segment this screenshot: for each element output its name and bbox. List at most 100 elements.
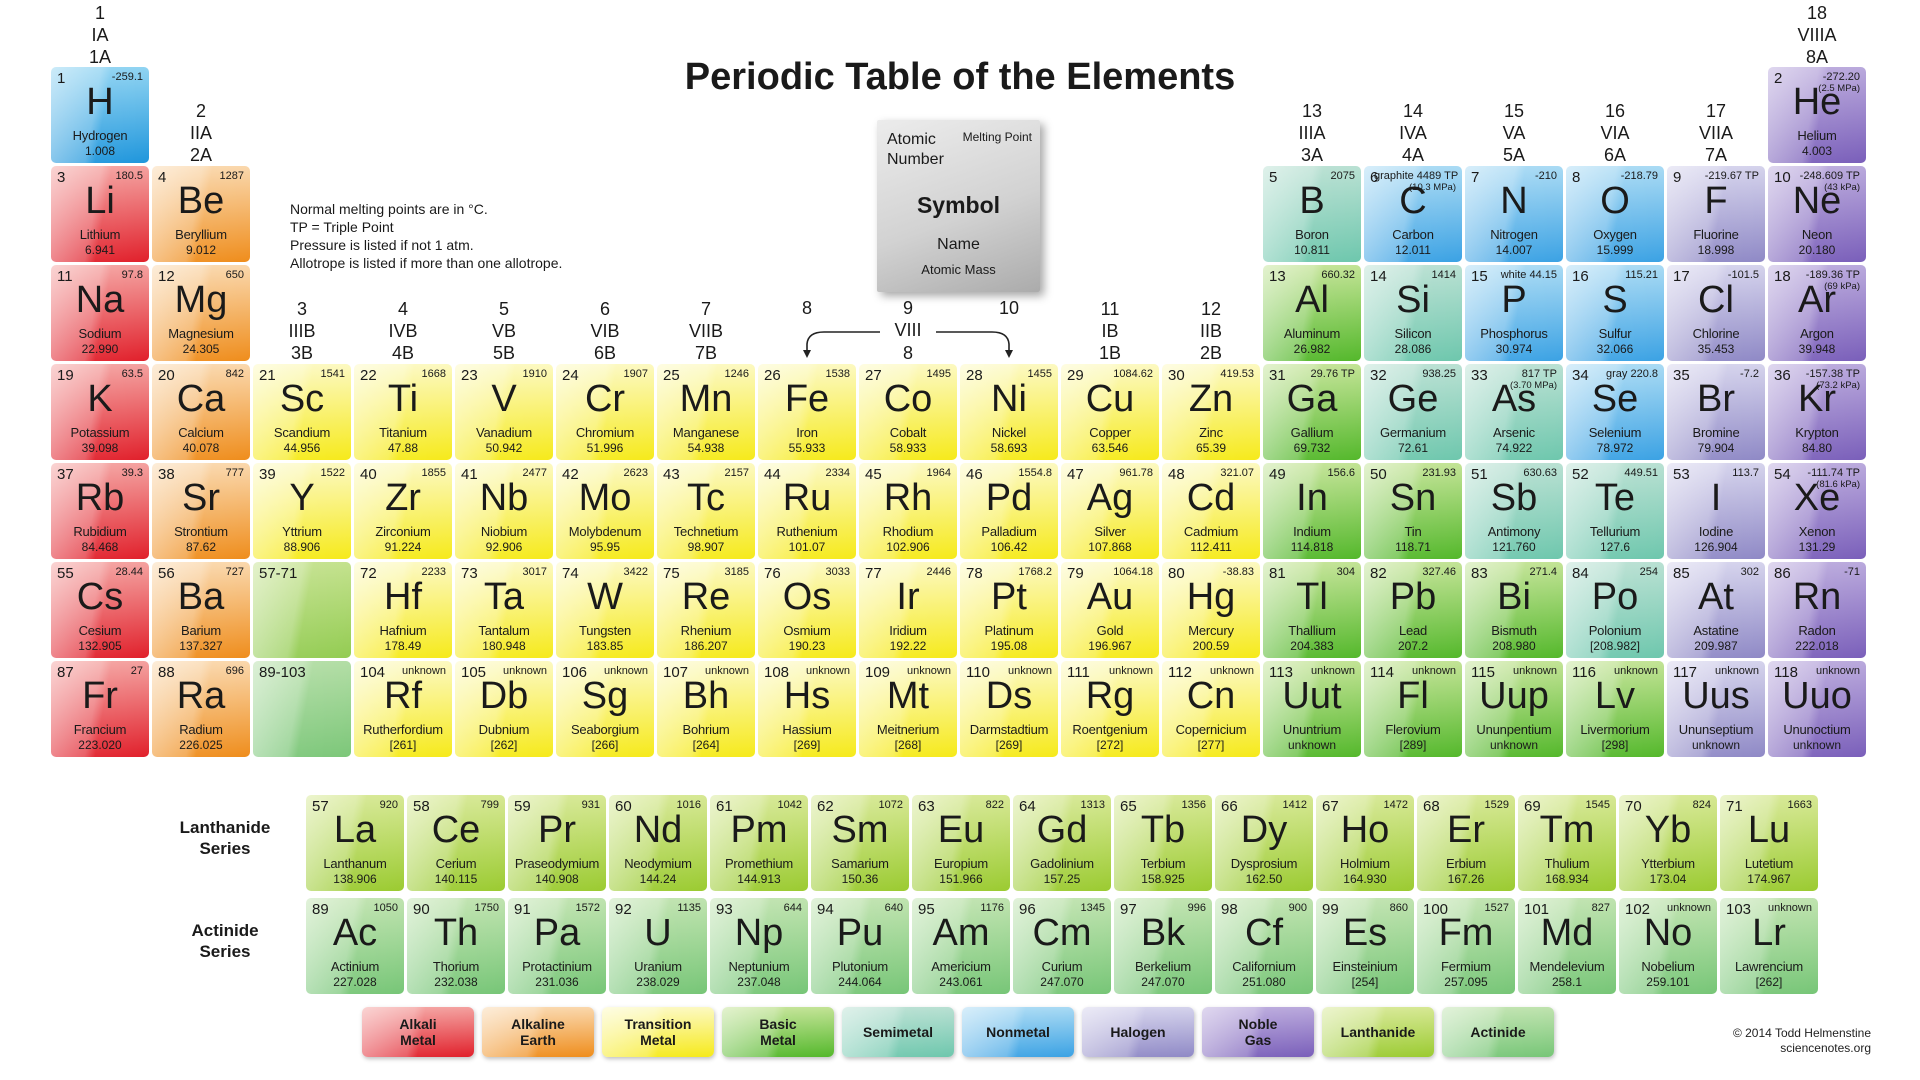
tile-rn[interactable]: 86 -71 Rn Radon 222.018 <box>1768 562 1866 658</box>
tile-au[interactable]: 79 1064.18 Au Gold 196.967 <box>1061 562 1159 658</box>
tile-ag[interactable]: 47 961.78 Ag Silver 107.868 <box>1061 463 1159 559</box>
tile-mo[interactable]: 42 2623 Mo Molybdenum 95.95 <box>556 463 654 559</box>
tile-tc[interactable]: 43 2157 Tc Technetium 98.907 <box>657 463 755 559</box>
tile-ti[interactable]: 22 1668 Ti Titanium 47.88 <box>354 364 452 460</box>
tile-hf[interactable]: 72 2233 Hf Hafnium 178.49 <box>354 562 452 658</box>
tile-uut[interactable]: 113 unknown Uut Ununtrium unknown <box>1263 661 1361 757</box>
tile-gd[interactable]: 64 1313 Gd Gadolinium 157.25 <box>1013 795 1111 891</box>
tile-uuo[interactable]: 118 unknown Uuo Ununoctium unknown <box>1768 661 1866 757</box>
tile-la[interactable]: 57 920 La Lanthanum 138.906 <box>306 795 404 891</box>
tile-f[interactable]: 9 -219.67 TP F Fluorine 18.998 <box>1667 166 1765 262</box>
tile-i[interactable]: 53 113.7 I Iodine 126.904 <box>1667 463 1765 559</box>
tile-pu[interactable]: 94 640 Pu Plutonium 244.064 <box>811 898 909 994</box>
tile-mn[interactable]: 25 1246 Mn Manganese 54.938 <box>657 364 755 460</box>
tile-ru[interactable]: 44 2334 Ru Ruthenium 101.07 <box>758 463 856 559</box>
tile-mg[interactable]: 12 650 Mg Magnesium 24.305 <box>152 265 250 361</box>
tile-at[interactable]: 85 302 At Astatine 209.987 <box>1667 562 1765 658</box>
tile-as[interactable]: 33 817 TP (3.70 MPa) As Arsenic 74.922 <box>1465 364 1563 460</box>
tile-os[interactable]: 76 3033 Os Osmium 190.23 <box>758 562 856 658</box>
tile-y[interactable]: 39 1522 Y Yttrium 88.906 <box>253 463 351 559</box>
tile-hg[interactable]: 80 -38.83 Hg Mercury 200.59 <box>1162 562 1260 658</box>
tile-sr[interactable]: 38 777 Sr Strontium 87.62 <box>152 463 250 559</box>
tile-range-57-71[interactable]: 57-71 <box>253 562 351 658</box>
tile-ho[interactable]: 67 1472 Ho Holmium 164.930 <box>1316 795 1414 891</box>
tile-ge[interactable]: 32 938.25 Ge Germanium 72.61 <box>1364 364 1462 460</box>
tile-p[interactable]: 15 white 44.15 P Phosphorus 30.974 <box>1465 265 1563 361</box>
tile-cn[interactable]: 112 unknown Cn Copernicium [277] <box>1162 661 1260 757</box>
tile-ce[interactable]: 58 799 Ce Cerium 140.115 <box>407 795 505 891</box>
tile-b[interactable]: 5 2075 B Boron 10.811 <box>1263 166 1361 262</box>
tile-te[interactable]: 52 449.51 Te Tellurium 127.6 <box>1566 463 1664 559</box>
tile-zr[interactable]: 40 1855 Zr Zirconium 91.224 <box>354 463 452 559</box>
tile-in[interactable]: 49 156.6 In Indium 114.818 <box>1263 463 1361 559</box>
tile-tl[interactable]: 81 304 Tl Thallium 204.383 <box>1263 562 1361 658</box>
tile-bk[interactable]: 97 996 Bk Berkelium 247.070 <box>1114 898 1212 994</box>
tile-cu[interactable]: 29 1084.62 Cu Copper 63.546 <box>1061 364 1159 460</box>
tile-pd[interactable]: 46 1554.8 Pd Palladium 106.42 <box>960 463 1058 559</box>
tile-eu[interactable]: 63 822 Eu Europium 151.966 <box>912 795 1010 891</box>
tile-cl[interactable]: 17 -101.5 Cl Chlorine 35.453 <box>1667 265 1765 361</box>
tile-np[interactable]: 93 644 Np Neptunium 237.048 <box>710 898 808 994</box>
tile-lu[interactable]: 71 1663 Lu Lutetium 174.967 <box>1720 795 1818 891</box>
tile-bi[interactable]: 83 271.4 Bi Bismuth 208.980 <box>1465 562 1563 658</box>
tile-br[interactable]: 35 -7.2 Br Bromine 79.904 <box>1667 364 1765 460</box>
tile-w[interactable]: 74 3422 W Tungsten 183.85 <box>556 562 654 658</box>
tile-li[interactable]: 3 180.5 Li Lithium 6.941 <box>51 166 149 262</box>
tile-cr[interactable]: 24 1907 Cr Chromium 51.996 <box>556 364 654 460</box>
tile-rf[interactable]: 104 unknown Rf Rutherfordium [261] <box>354 661 452 757</box>
tile-rb[interactable]: 37 39.3 Rb Rubidium 84.468 <box>51 463 149 559</box>
tile-pr[interactable]: 59 931 Pr Praseodymium 140.908 <box>508 795 606 891</box>
tile-v[interactable]: 23 1910 V Vanadium 50.942 <box>455 364 553 460</box>
tile-re[interactable]: 75 3185 Re Rhenium 186.207 <box>657 562 755 658</box>
tile-sc[interactable]: 21 1541 Sc Scandium 44.956 <box>253 364 351 460</box>
tile-k[interactable]: 19 63.5 K Potassium 39.098 <box>51 364 149 460</box>
tile-lr[interactable]: 103 unknown Lr Lawrencium [262] <box>1720 898 1818 994</box>
tile-es[interactable]: 99 860 Es Einsteinium [254] <box>1316 898 1414 994</box>
tile-nb[interactable]: 41 2477 Nb Niobium 92.906 <box>455 463 553 559</box>
tile-nd[interactable]: 60 1016 Nd Neodymium 144.24 <box>609 795 707 891</box>
tile-rh[interactable]: 45 1964 Rh Rhodium 102.906 <box>859 463 957 559</box>
tile-lv[interactable]: 116 unknown Lv Livermorium [298] <box>1566 661 1664 757</box>
tile-bh[interactable]: 107 unknown Bh Bohrium [264] <box>657 661 755 757</box>
tile-xe[interactable]: 54 -111.74 TP (81.6 kPa) Xe Xenon 131.29 <box>1768 463 1866 559</box>
tile-sb[interactable]: 51 630.63 Sb Antimony 121.760 <box>1465 463 1563 559</box>
tile-si[interactable]: 14 1414 Si Silicon 28.086 <box>1364 265 1462 361</box>
tile-tm[interactable]: 69 1545 Tm Thulium 168.934 <box>1518 795 1616 891</box>
tile-fr[interactable]: 87 27 Fr Francium 223.020 <box>51 661 149 757</box>
tile-th[interactable]: 90 1750 Th Thorium 232.038 <box>407 898 505 994</box>
tile-ni[interactable]: 28 1455 Ni Nickel 58.693 <box>960 364 1058 460</box>
tile-uus[interactable]: 117 unknown Uus Ununseptium unknown <box>1667 661 1765 757</box>
tile-er[interactable]: 68 1529 Er Erbium 167.26 <box>1417 795 1515 891</box>
tile-zn[interactable]: 30 419.53 Zn Zinc 65.39 <box>1162 364 1260 460</box>
tile-ra[interactable]: 88 696 Ra Radium 226.025 <box>152 661 250 757</box>
tile-ta[interactable]: 73 3017 Ta Tantalum 180.948 <box>455 562 553 658</box>
tile-range-89-103[interactable]: 89-103 <box>253 661 351 757</box>
tile-c[interactable]: 6 graphite 4489 TP (10.3 MPa) C Carbon 12.011 <box>1364 166 1462 262</box>
tile-cf[interactable]: 98 900 Cf Californium 251.080 <box>1215 898 1313 994</box>
tile-h[interactable]: 1 -259.1 H Hydrogen 1.008 <box>51 67 149 163</box>
tile-fm[interactable]: 100 1527 Fm Fermium 257.095 <box>1417 898 1515 994</box>
tile-ir[interactable]: 77 2446 Ir Iridium 192.22 <box>859 562 957 658</box>
tile-rg[interactable]: 111 unknown Rg Roentgenium [272] <box>1061 661 1159 757</box>
tile-db[interactable]: 105 unknown Db Dubnium [262] <box>455 661 553 757</box>
tile-al[interactable]: 13 660.32 Al Aluminum 26.982 <box>1263 265 1361 361</box>
tile-he[interactable]: 2 -272.20 (2.5 MPa) He Helium 4.003 <box>1768 67 1866 163</box>
tile-mt[interactable]: 109 unknown Mt Meitnerium [268] <box>859 661 957 757</box>
tile-be[interactable]: 4 1287 Be Beryllium 9.012 <box>152 166 250 262</box>
tile-sm[interactable]: 62 1072 Sm Samarium 150.36 <box>811 795 909 891</box>
tile-ne[interactable]: 10 -248.609 TP (43 kPa) Ne Neon 20.180 <box>1768 166 1866 262</box>
tile-hs[interactable]: 108 unknown Hs Hassium [269] <box>758 661 856 757</box>
tile-uup[interactable]: 115 unknown Uup Ununpentium unknown <box>1465 661 1563 757</box>
tile-co[interactable]: 27 1495 Co Cobalt 58.933 <box>859 364 957 460</box>
tile-yb[interactable]: 70 824 Yb Ytterbium 173.04 <box>1619 795 1717 891</box>
tile-tb[interactable]: 65 1356 Tb Terbium 158.925 <box>1114 795 1212 891</box>
tile-pt[interactable]: 78 1768.2 Pt Platinum 195.08 <box>960 562 1058 658</box>
tile-no[interactable]: 102 unknown No Nobelium 259.101 <box>1619 898 1717 994</box>
tile-cm[interactable]: 96 1345 Cm Curium 247.070 <box>1013 898 1111 994</box>
tile-dy[interactable]: 66 1412 Dy Dysprosium 162.50 <box>1215 795 1313 891</box>
tile-pa[interactable]: 91 1572 Pa Protactinium 231.036 <box>508 898 606 994</box>
tile-cs[interactable]: 55 28.44 Cs Cesium 132.905 <box>51 562 149 658</box>
tile-sn[interactable]: 50 231.93 Sn Tin 118.71 <box>1364 463 1462 559</box>
tile-md[interactable]: 101 827 Md Mendelevium 258.1 <box>1518 898 1616 994</box>
tile-o[interactable]: 8 -218.79 O Oxygen 15.999 <box>1566 166 1664 262</box>
